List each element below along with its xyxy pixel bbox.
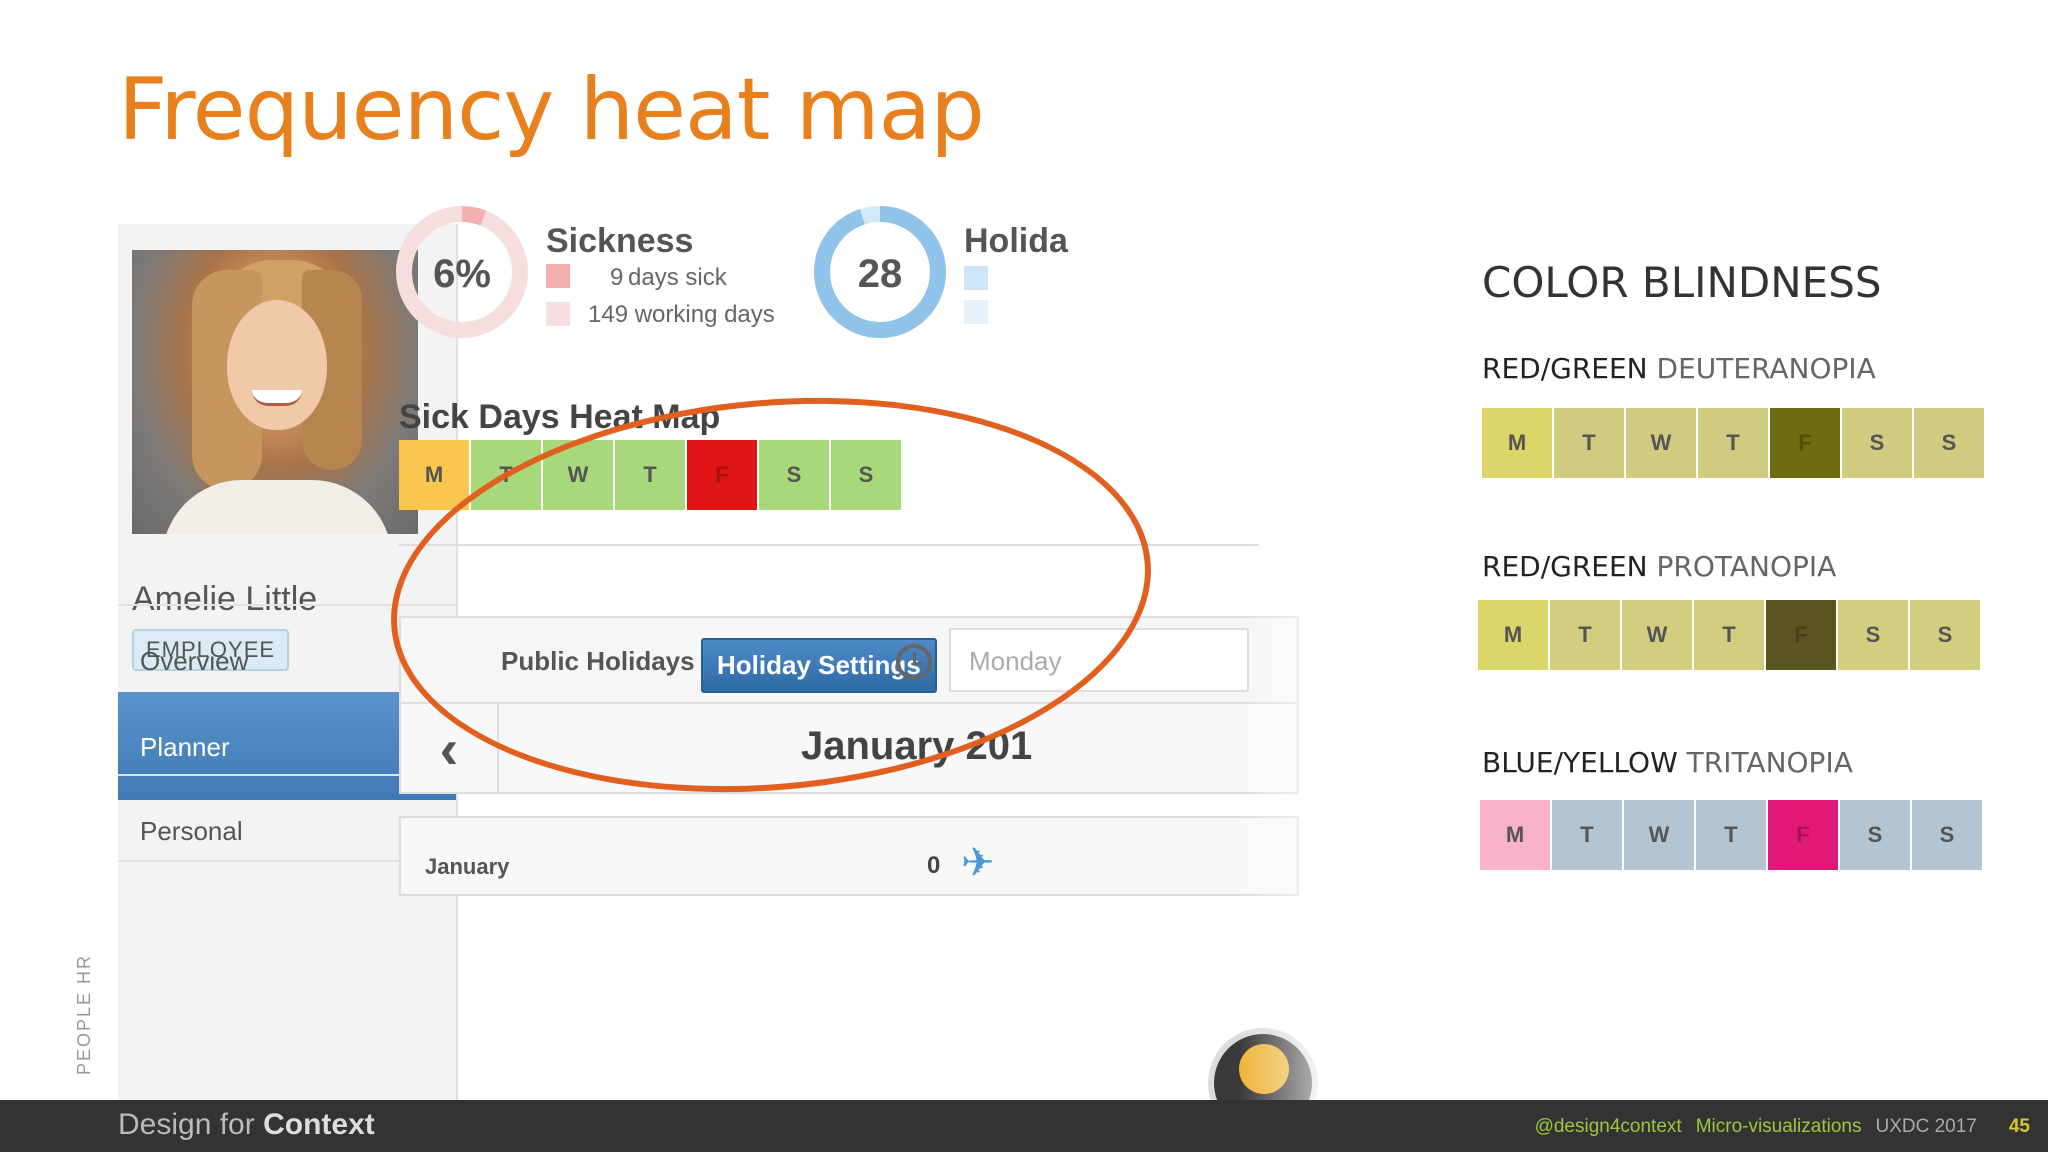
planner-toolbar: Public Holidays ▾ Holiday Settings Monda…	[399, 616, 1299, 704]
calendar-row: January 0 ✈	[399, 816, 1299, 896]
sickness-title: Sickness	[546, 222, 694, 260]
sickness-days-text: days sick	[628, 264, 727, 291]
cb-1-cell-3: T	[1694, 600, 1766, 670]
footer-topic: Micro-visualizations	[1695, 1116, 1862, 1137]
chevron-left-icon[interactable]: ‹	[401, 704, 499, 792]
sickness-percent: 6%	[433, 252, 491, 296]
side-label: PEOPLE HR	[74, 953, 94, 1075]
heatmap-cell-6: S	[831, 440, 903, 510]
cb-1-cell-6: S	[1910, 600, 1982, 670]
cb-1-cell-1: T	[1550, 600, 1622, 670]
calendar-row-count: 0	[927, 852, 941, 879]
slide-title: Frequency heat map	[118, 60, 985, 160]
cb-2-cell-6: S	[1912, 800, 1984, 870]
footer-brand: Design for Context	[118, 1108, 375, 1141]
cb-0-cell-3: T	[1698, 408, 1770, 478]
week-start-select[interactable]: Monday	[949, 628, 1249, 692]
tritanopia-label: BLUE/YELLOW TRITANOPIA	[1482, 746, 1853, 779]
heatmap-title: Sick Days Heat Map	[399, 398, 721, 436]
cb-2-cell-5: S	[1840, 800, 1912, 870]
working-days-text: 149 working days	[588, 301, 775, 328]
cb-2-cell-2: W	[1624, 800, 1696, 870]
cb-1-cell-4: F	[1766, 600, 1838, 670]
heatmap-cell-2: W	[543, 440, 615, 510]
footer-meta: @design4context Micro-visualizations UXD…	[1535, 1116, 2030, 1138]
cb-0-cell-1: T	[1554, 408, 1626, 478]
cb-2-cell-1: T	[1552, 800, 1624, 870]
cb-1-cell-0: M	[1478, 600, 1550, 670]
public-holidays-dropdown[interactable]: Public Holidays ▾	[501, 646, 715, 676]
holiday-legend-swatch-1	[964, 266, 988, 290]
deuteranopia-label: RED/GREEN DEUTERANOPIA	[1482, 352, 1876, 385]
cb-1-cell-5: S	[1838, 600, 1910, 670]
nav-item-overview[interactable]: Overview	[118, 604, 456, 712]
employee-role-badge: EMPLOYEE	[132, 629, 290, 671]
footer-page-number: 45	[2008, 1116, 2030, 1137]
protanopia-label: RED/GREEN PROTANOPIA	[1482, 550, 1837, 583]
calendar-navigation: ‹ January 201	[399, 704, 1299, 794]
working-days-legend-swatch	[546, 302, 570, 326]
cb-1-cell-2: W	[1622, 600, 1694, 670]
nav-item-personal[interactable]: Personal	[118, 774, 456, 882]
holiday-legend-swatch-2	[964, 300, 988, 324]
clock-icon[interactable]	[896, 644, 932, 680]
calendar-row-month: January	[425, 854, 510, 879]
sickness-legend-swatch	[546, 264, 570, 288]
sickness-days-count: 9	[610, 264, 624, 291]
employee-photo	[132, 250, 418, 534]
cb-0-cell-0: M	[1482, 408, 1554, 478]
cb-0-cell-5: S	[1842, 408, 1914, 478]
nav-item-more[interactable]	[118, 860, 456, 968]
sickness-donut	[396, 206, 528, 338]
footer-event: UXDC 2017	[1875, 1116, 1977, 1137]
holiday-donut	[814, 206, 946, 338]
footer-handle: @design4context	[1534, 1116, 1682, 1137]
app-sidebar: Amelie Little EMPLOYEE Overview Planner …	[118, 224, 458, 1100]
holiday-title: Holida	[964, 222, 1068, 260]
slide-footer: Design for Context @design4context Micro…	[0, 1100, 2048, 1152]
calendar-month-label: January 201	[801, 724, 1033, 768]
cb-2-cell-4: F	[1768, 800, 1840, 870]
cb-2-cell-3: T	[1696, 800, 1768, 870]
section-divider	[399, 544, 1259, 546]
heatmap-cell-0: M	[399, 440, 471, 510]
cb-2-cell-0: M	[1480, 800, 1552, 870]
heatmap-cell-5: S	[759, 440, 831, 510]
heatmap-cell-4: F	[687, 440, 759, 510]
employee-name: Amelie Little	[132, 580, 318, 618]
cb-0-cell-6: S	[1914, 408, 1986, 478]
heatmap-cell-3: T	[615, 440, 687, 510]
color-blindness-title: COLOR BLINDNESS	[1482, 258, 1882, 307]
cb-0-cell-4: F	[1770, 408, 1842, 478]
plane-icon: ✈	[961, 841, 995, 885]
heatmap-cell-1: T	[471, 440, 543, 510]
avatar[interactable]	[1208, 1028, 1318, 1100]
holiday-count: 28	[857, 252, 903, 296]
cb-0-cell-2: W	[1626, 408, 1698, 478]
